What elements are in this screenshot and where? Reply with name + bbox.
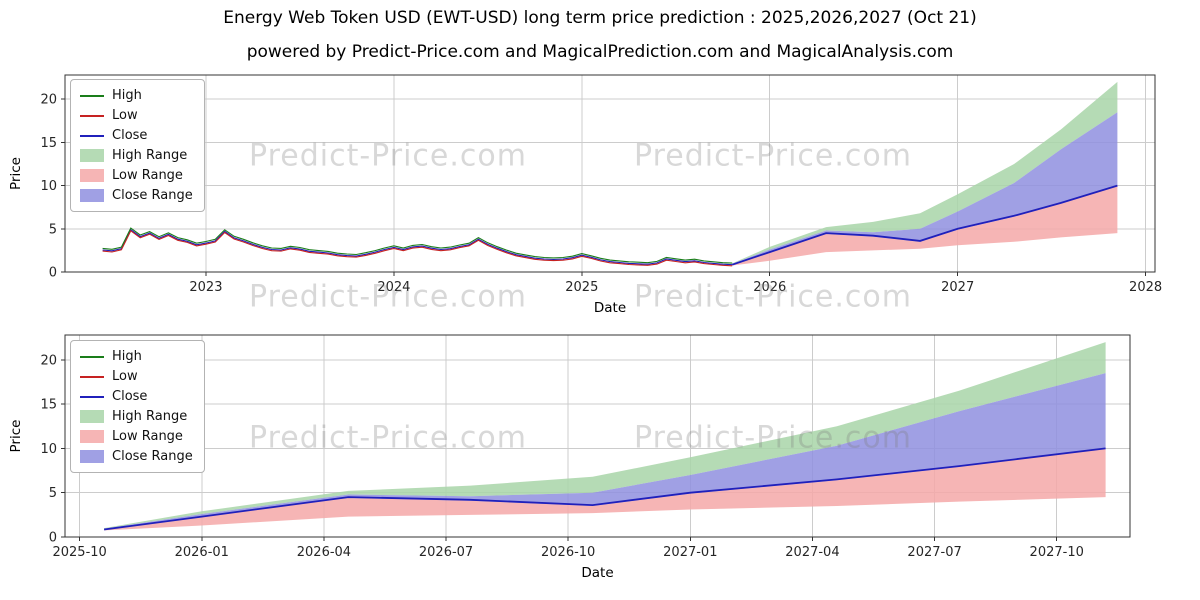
x-tick-label: 2027-07 xyxy=(907,545,961,560)
legend-item-label: Low Range xyxy=(112,429,183,444)
axis-tick-labels: 2023 2024 2025 2026 2027 2028 0 5 10 15 20 xyxy=(40,93,1162,295)
y-tick-label: 15 xyxy=(40,136,57,151)
legend-line-key-icon xyxy=(80,114,104,117)
legend-item-high: High xyxy=(80,348,193,365)
x-axis-label: Date xyxy=(581,565,613,581)
legend-item-label: High xyxy=(112,88,142,103)
axis-tick-labels: 2025-10 2026-01 2026-04 2026-07 2026-10 2027-… xyxy=(40,353,1083,560)
legend-item-label: Low xyxy=(112,108,138,123)
x-tick-label: 2027-01 xyxy=(663,545,717,560)
high-line-history xyxy=(102,227,733,264)
subplot-full-history: 2023 2024 2025 2026 2027 2028 0 5 10 15 20 Date Pric… xyxy=(8,74,1162,316)
page-title: Energy Web Token USD (EWT-USD) long term… xyxy=(223,8,977,28)
legend-line-key-icon xyxy=(80,94,104,97)
legend-item-low: Low xyxy=(80,368,193,385)
x-tick-label: 2023 xyxy=(189,280,222,295)
close-range-band xyxy=(732,112,1118,265)
y-tick-label: 10 xyxy=(40,179,57,194)
legend-item-label: Close Range xyxy=(112,449,193,464)
legend-patch-key-icon xyxy=(80,169,104,182)
legend-top-chart: High Low Close High Range Low Range Close Ran… xyxy=(70,79,205,212)
x-tick-label: 2024 xyxy=(377,280,410,295)
legend-item-close-range: Close Range xyxy=(80,187,193,204)
axis-ticks xyxy=(61,359,1058,541)
legend-line-key-icon xyxy=(80,375,104,378)
plot-border xyxy=(64,334,1131,538)
close-line-forecast xyxy=(103,447,1106,531)
legend-item-high: High xyxy=(80,87,193,104)
legend-item-label: Close Range xyxy=(112,188,193,203)
x-tick-label: 2025 xyxy=(565,280,598,295)
legend-item-label: High Range xyxy=(112,409,188,424)
close-line-history xyxy=(102,228,733,266)
legend-item-label: High xyxy=(112,349,142,364)
legend-line-key-icon xyxy=(80,134,104,137)
y-axis-label: Price xyxy=(8,157,24,190)
legend-patch-key-icon xyxy=(80,450,104,463)
close-range-band xyxy=(104,373,1106,530)
low-range-band xyxy=(104,448,1106,531)
x-tick-label: 2025-10 xyxy=(52,545,106,560)
x-tick-label: 2028 xyxy=(1129,280,1162,295)
legend-line-key-icon xyxy=(80,395,104,398)
legend-item-high-range: High Range xyxy=(80,408,193,425)
x-tick-label: 2026-01 xyxy=(175,545,229,560)
legend-item-close-range: Close Range xyxy=(80,448,193,465)
legend-item-label: Close xyxy=(112,389,148,404)
x-tick-label: 2027 xyxy=(941,280,974,295)
y-tick-label: 0 xyxy=(49,531,57,546)
x-tick-label: 2026 xyxy=(753,280,786,295)
subplot-forecast-zoom: 2025-10 2026-01 2026-04 2026-07 2026-10 2027-… xyxy=(8,334,1131,581)
x-tick-label: 2027-10 xyxy=(1030,545,1084,560)
low-range-band xyxy=(732,185,1118,266)
low-line-history xyxy=(102,229,733,267)
legend-item-low-range: Low Range xyxy=(80,167,193,184)
legend-patch-key-icon xyxy=(80,189,104,202)
y-tick-label: 5 xyxy=(49,222,57,237)
legend-item-close: Close xyxy=(80,388,193,405)
x-tick-label: 2026-10 xyxy=(541,545,595,560)
x-tick-label: 2026-04 xyxy=(297,545,351,560)
legend-item-label: Close xyxy=(112,128,148,143)
y-tick-label: 15 xyxy=(40,398,57,413)
page-subtitle: powered by Predict-Price.com and Magical… xyxy=(246,42,954,62)
legend-item-low: Low xyxy=(80,107,193,124)
y-tick-label: 0 xyxy=(49,266,57,281)
legend-item-label: Low xyxy=(112,369,138,384)
x-tick-label: 2027-04 xyxy=(785,545,839,560)
y-axis-label: Price xyxy=(8,420,24,453)
axis-ticks xyxy=(61,98,1147,276)
x-axis-label: Date xyxy=(594,300,626,316)
plot-border xyxy=(64,74,1156,273)
legend-line-key-icon xyxy=(80,355,104,358)
legend-patch-key-icon xyxy=(80,149,104,162)
legend-bottom-chart: High Low Close High Range Low Range Close Ran… xyxy=(70,340,205,473)
y-tick-label: 5 xyxy=(49,486,57,501)
legend-item-low-range: Low Range xyxy=(80,428,193,445)
legend-patch-key-icon xyxy=(80,430,104,443)
legend-item-high-range: High Range xyxy=(80,147,193,164)
close-line-forecast xyxy=(731,184,1118,266)
y-tick-label: 10 xyxy=(40,442,57,457)
legend-item-close: Close xyxy=(80,127,193,144)
legend-item-label: Low Range xyxy=(112,168,183,183)
y-tick-label: 20 xyxy=(40,93,57,108)
legend-patch-key-icon xyxy=(80,410,104,423)
legend-item-label: High Range xyxy=(112,148,188,163)
y-tick-label: 20 xyxy=(40,353,57,368)
x-tick-label: 2026-07 xyxy=(419,545,473,560)
